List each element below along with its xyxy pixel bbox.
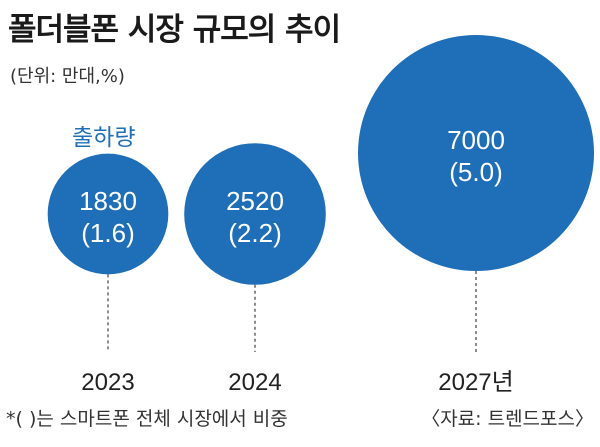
- bubble-value-label: 2520: [226, 186, 284, 216]
- bubble-value-label: 1830: [79, 186, 137, 216]
- bubble-2023: [47, 153, 169, 275]
- bubble-value-label: 7000: [447, 125, 505, 155]
- series-label: 출하량: [72, 125, 136, 151]
- category-label: 2027년: [438, 369, 513, 396]
- bubble-share-label: (2.2): [228, 218, 281, 248]
- unit-note: (단위: 만대,%): [10, 66, 125, 87]
- bubble-2027년: [358, 35, 594, 271]
- bubble-share-label: (1.6): [81, 218, 134, 248]
- category-label: 2024: [228, 369, 281, 396]
- bubble-2024: [184, 143, 326, 285]
- footnote: *( )는 스마트폰 전체 시장에서 비중: [6, 408, 288, 430]
- bubble-share-label: (5.0): [449, 157, 502, 187]
- chart-title: 폴더블폰 시장 규모의 추이: [8, 12, 341, 48]
- source-note: 〈자료: 트렌드포스〉: [421, 408, 594, 430]
- category-label: 2023: [81, 369, 134, 396]
